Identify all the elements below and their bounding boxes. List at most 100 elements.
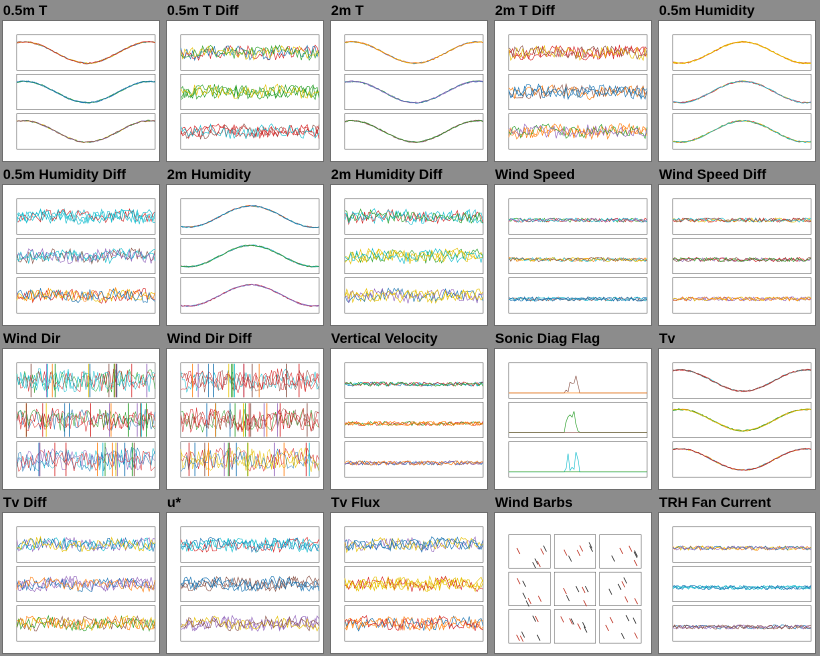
- plot-tile-title[interactable]: Wind Dir: [3, 330, 61, 346]
- plot-tile-title[interactable]: Wind Barbs: [495, 494, 573, 510]
- series-line: [180, 614, 320, 632]
- series-line: [508, 375, 648, 394]
- plot-tile-title[interactable]: Wind Dir Diff: [167, 330, 252, 346]
- wind-barb: [581, 586, 586, 594]
- plot-tile[interactable]: 2m Humidity: [164, 164, 328, 328]
- series-line: [508, 123, 648, 139]
- plot-thumbnail[interactable]: [658, 348, 816, 490]
- plot-tile-title[interactable]: 0.5m Humidity Diff: [3, 166, 126, 182]
- plot-panel-frame: [16, 605, 156, 642]
- plot-tile-title[interactable]: 0.5m Humidity: [659, 2, 755, 18]
- series-line: [672, 80, 812, 104]
- wind-barb: [532, 615, 537, 622]
- barb-panel: [599, 571, 642, 606]
- plot-tile[interactable]: Tv Flux: [328, 492, 492, 656]
- series-line: [180, 368, 320, 394]
- plot-tile[interactable]: 2m T Diff: [492, 0, 656, 164]
- wind-barb: [634, 598, 638, 605]
- plot-tile[interactable]: TRH Fan Current: [656, 492, 820, 656]
- series-line: [344, 460, 484, 466]
- plot-tile-title[interactable]: TRH Fan Current: [659, 494, 771, 510]
- plot-tile-title[interactable]: Tv: [659, 330, 676, 346]
- plot-thumbnail[interactable]: [166, 184, 324, 326]
- plot-tile[interactable]: 0.5m T: [0, 0, 164, 164]
- thumbnail-graphic: [16, 34, 156, 150]
- plot-tile[interactable]: Wind Speed Diff: [656, 164, 820, 328]
- series-line: [672, 119, 812, 143]
- plot-tile[interactable]: Wind Barbs: [492, 492, 656, 656]
- plot-thumbnail[interactable]: [2, 348, 160, 490]
- wind-barb: [628, 545, 633, 552]
- plot-thumbnail[interactable]: [330, 184, 488, 326]
- plot-tile[interactable]: 2m T: [328, 0, 492, 164]
- plot-tile-title[interactable]: Wind Speed: [495, 166, 575, 182]
- series-line: [16, 208, 156, 225]
- plot-tile-title[interactable]: Tv Diff: [3, 494, 47, 510]
- plot-tile-title[interactable]: Tv Flux: [331, 494, 381, 510]
- series-line: [672, 296, 812, 302]
- plot-panel-frame: [672, 198, 812, 235]
- plot-thumbnail[interactable]: [2, 512, 160, 654]
- wind-barb: [583, 626, 588, 633]
- plot-thumbnail[interactable]: [330, 512, 488, 654]
- plot-thumbnail[interactable]: [166, 20, 324, 162]
- plot-panel-frame: [180, 277, 320, 314]
- plot-thumbnail[interactable]: [658, 512, 816, 654]
- wind-barb: [588, 542, 593, 549]
- plot-tile[interactable]: 0.5m Humidity: [656, 0, 820, 164]
- plot-panel-frame: [16, 73, 156, 110]
- plot-tile[interactable]: Tv: [656, 328, 820, 492]
- plot-thumbnail[interactable]: [658, 184, 816, 326]
- plot-tile[interactable]: Wind Dir Diff: [164, 328, 328, 492]
- plot-thumbnail[interactable]: [2, 184, 160, 326]
- plot-tile[interactable]: Tv Diff: [0, 492, 164, 656]
- plot-thumbnail[interactable]: [494, 348, 652, 490]
- plot-panel-frame: [344, 113, 484, 150]
- series-line: [508, 45, 648, 62]
- plot-tile-title[interactable]: Wind Speed Diff: [659, 166, 767, 182]
- plot-panel-frame: [672, 113, 812, 150]
- series-line: [16, 119, 156, 143]
- plot-tile-title[interactable]: 2m Humidity: [167, 166, 252, 182]
- plot-tile[interactable]: 2m Humidity Diff: [328, 164, 492, 328]
- plot-thumbnail[interactable]: [2, 20, 160, 162]
- plot-tile[interactable]: u*: [164, 492, 328, 656]
- wind-barb: [575, 586, 580, 593]
- plot-panel-frame: [180, 362, 320, 399]
- plot-thumbnail[interactable]: [166, 348, 324, 490]
- series-line: [180, 123, 320, 140]
- barb-panel: [508, 609, 551, 644]
- wind-barb: [634, 632, 638, 639]
- plot-tile-title[interactable]: 0.5m T: [3, 2, 48, 18]
- plot-thumbnail[interactable]: [330, 348, 488, 490]
- series-line: [672, 545, 812, 551]
- plot-thumbnail[interactable]: [330, 20, 488, 162]
- plot-tile-title[interactable]: u*: [167, 494, 181, 510]
- plot-tile-title[interactable]: Sonic Diag Flag: [495, 330, 601, 346]
- plot-tile[interactable]: Sonic Diag Flag: [492, 328, 656, 492]
- plot-tile-title[interactable]: 2m T Diff: [495, 2, 555, 18]
- plot-panel-frame: [16, 34, 156, 71]
- series-line: [672, 369, 812, 393]
- plot-tile[interactable]: Wind Speed: [492, 164, 656, 328]
- series-line: [344, 119, 484, 143]
- plot-thumbnail[interactable]: [494, 512, 652, 654]
- plot-tile[interactable]: Vertical Velocity: [328, 328, 492, 492]
- plot-panel-frame: [16, 237, 156, 274]
- plot-tile[interactable]: 0.5m Humidity Diff: [0, 164, 164, 328]
- plot-tile[interactable]: 0.5m T Diff: [164, 0, 328, 164]
- plot-tile[interactable]: Wind Dir: [0, 328, 164, 492]
- plot-thumbnail[interactable]: [494, 20, 652, 162]
- series-line: [16, 409, 156, 432]
- series-line: [672, 624, 812, 630]
- plot-tile-title[interactable]: 0.5m T Diff: [167, 2, 239, 18]
- plot-thumbnail[interactable]: [658, 20, 816, 162]
- plot-thumbnail[interactable]: [166, 512, 324, 654]
- plot-tile-title[interactable]: Vertical Velocity: [331, 330, 438, 346]
- series-line: [180, 205, 320, 229]
- thumbnail-graphic: [180, 198, 320, 314]
- plot-thumbnail[interactable]: [494, 184, 652, 326]
- plot-tile-title[interactable]: 2m T: [331, 2, 364, 18]
- barb-panel: [553, 609, 596, 644]
- plot-tile-title[interactable]: 2m Humidity Diff: [331, 166, 443, 182]
